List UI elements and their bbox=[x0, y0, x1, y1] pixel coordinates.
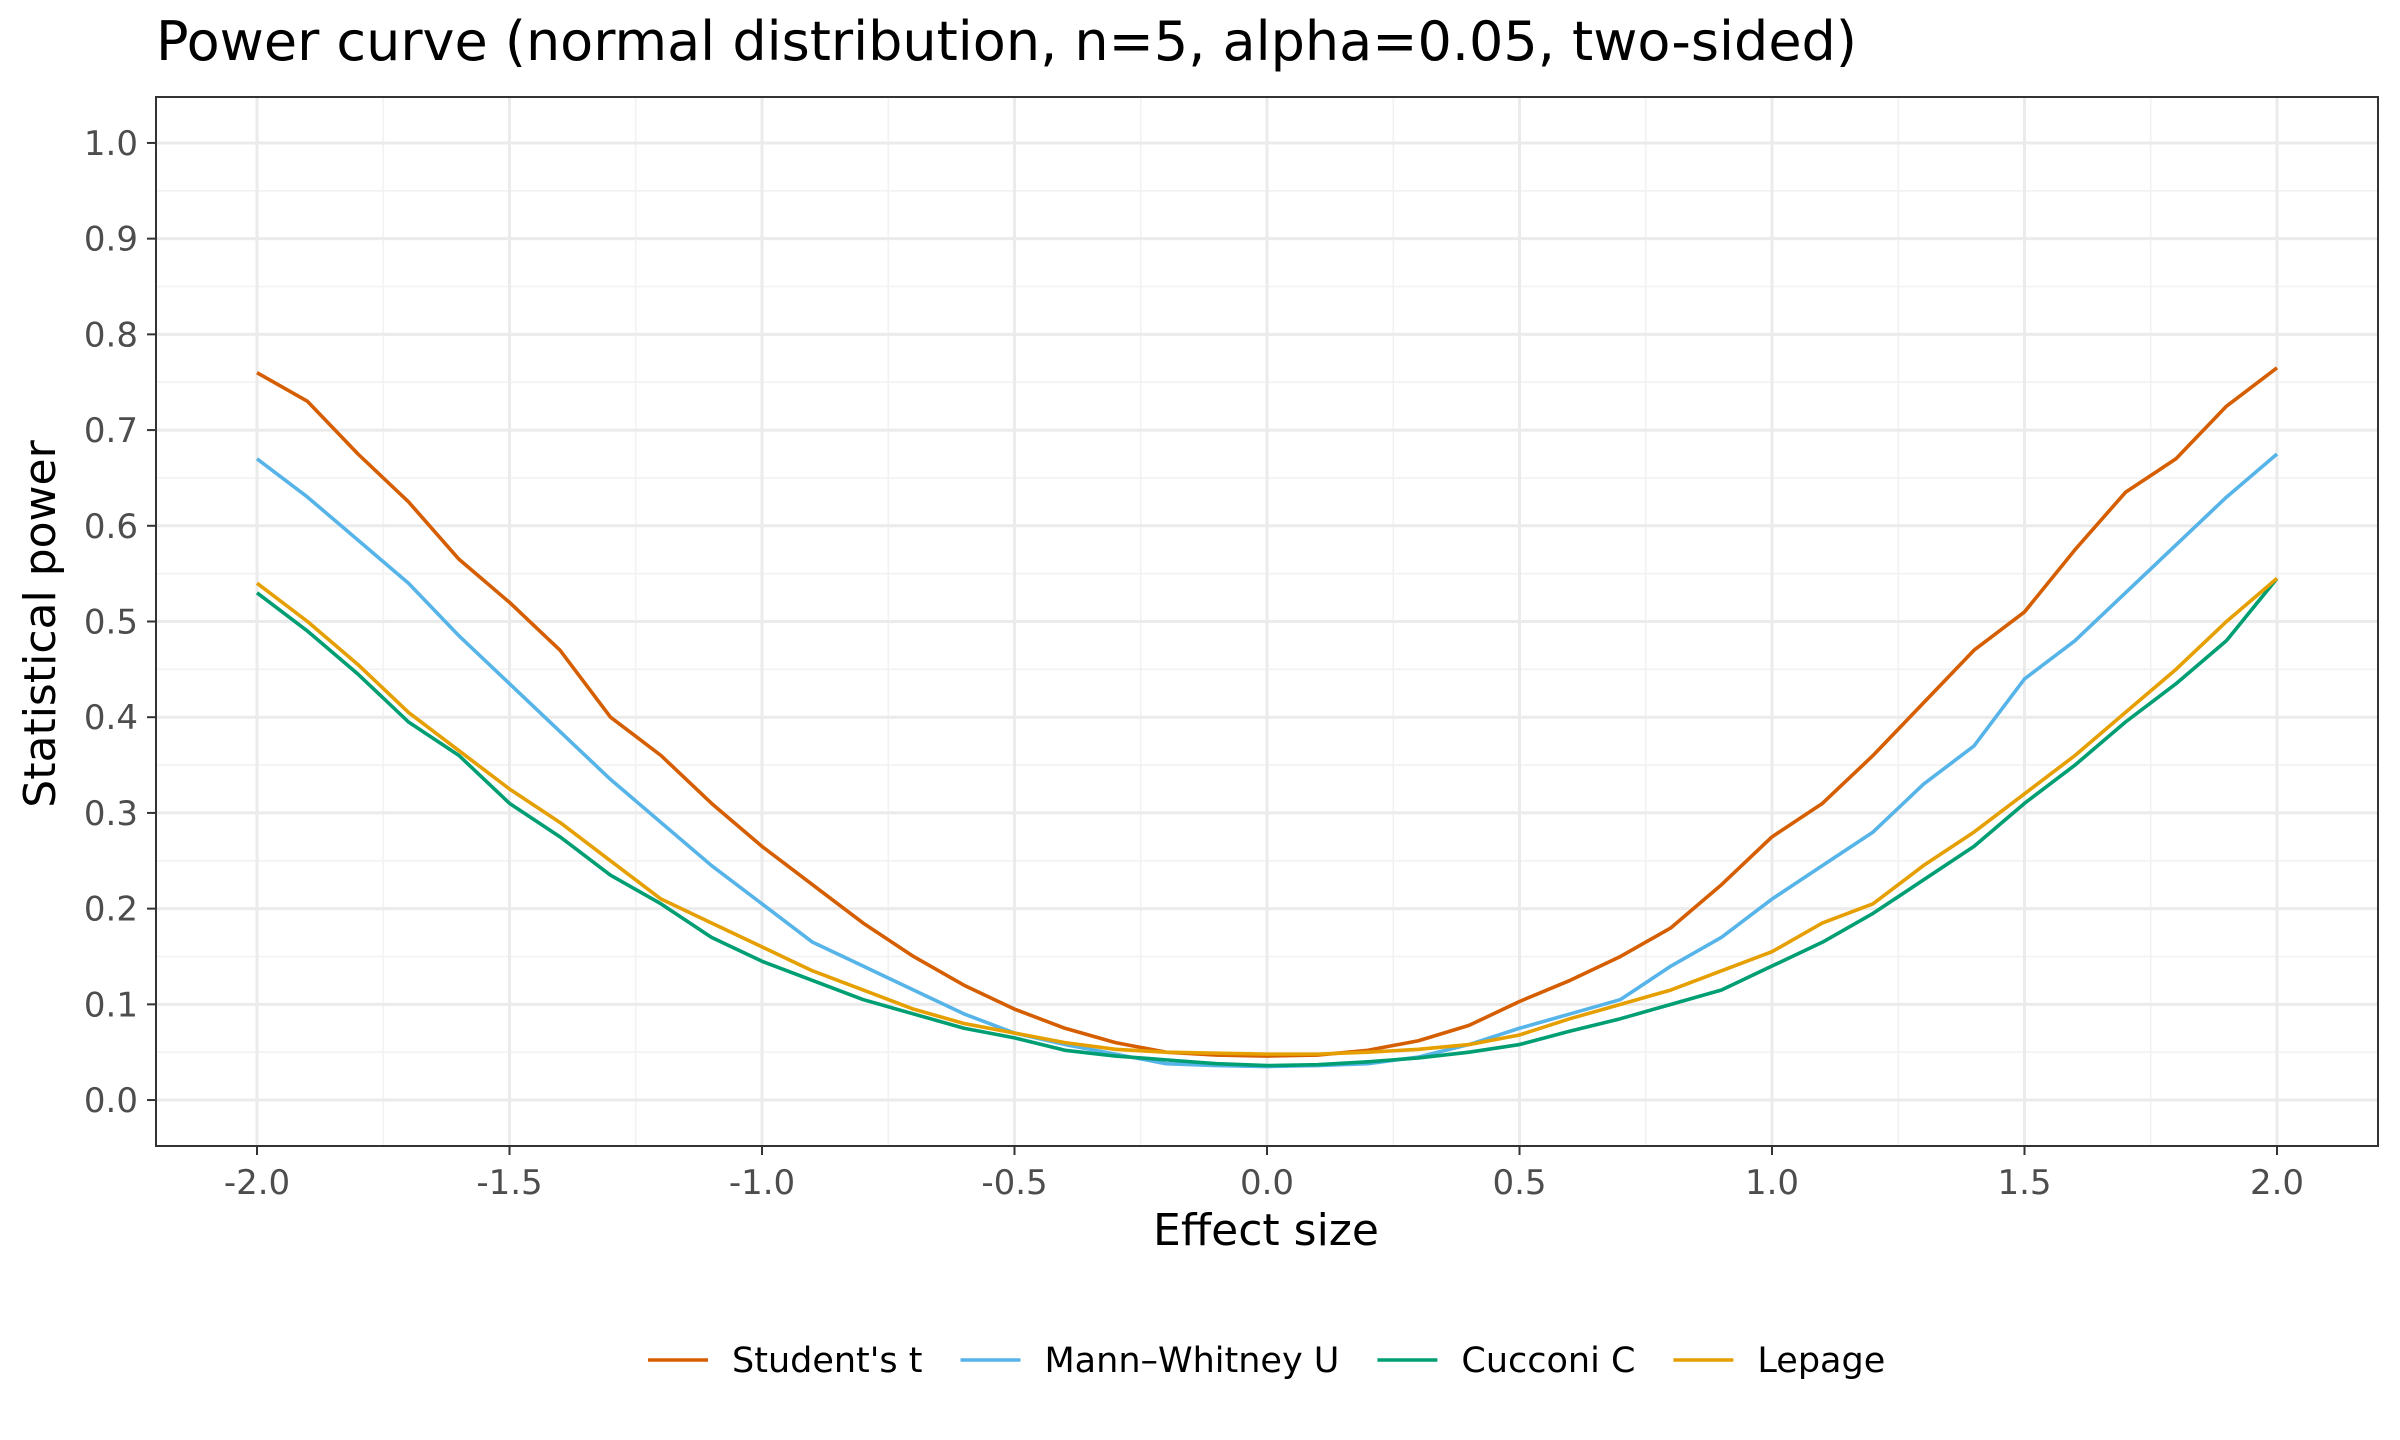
y-tick-label: 0.1 bbox=[84, 985, 138, 1025]
y-tick-label: 0.7 bbox=[84, 411, 138, 451]
y-tick-label: 0.0 bbox=[84, 1081, 138, 1121]
y-tick-label: 0.6 bbox=[84, 507, 138, 547]
y-axis: 0.0 0.1 0.2 0.3 0.4 0.5 0.6 0.7 0.8 0.9 1.0 bbox=[84, 124, 156, 1121]
y-axis-title: Statistical power bbox=[15, 439, 66, 807]
y-tick-label: 0.5 bbox=[84, 603, 138, 643]
y-tick-label: 0.2 bbox=[84, 890, 138, 930]
x-tick-label: -2.0 bbox=[224, 1163, 290, 1203]
y-tick-label: 1.0 bbox=[84, 124, 138, 164]
series-line bbox=[255, 577, 2279, 1068]
y-tick-label: 0.9 bbox=[84, 220, 138, 260]
x-tick-label: 0.0 bbox=[1240, 1163, 1294, 1203]
y-tick-label: 0.3 bbox=[84, 794, 138, 834]
x-tick-label: -0.5 bbox=[981, 1163, 1047, 1203]
y-tick-label: 0.8 bbox=[84, 315, 138, 355]
x-tick-label: 2.0 bbox=[2250, 1163, 2304, 1203]
legend-label: Mann–Whitney U bbox=[1044, 1341, 1339, 1381]
y-tick-label: 0.4 bbox=[84, 698, 138, 738]
x-tick-label: -1.0 bbox=[729, 1163, 795, 1203]
legend-label: Cucconi C bbox=[1461, 1341, 1635, 1381]
series-line bbox=[256, 366, 2279, 1058]
x-tick-label: -1.5 bbox=[476, 1163, 542, 1203]
legend-label: Student's t bbox=[732, 1341, 922, 1381]
grid-major-lines bbox=[156, 97, 2378, 1146]
series-line bbox=[255, 577, 2279, 1056]
legend-label: Lepage bbox=[1757, 1341, 1885, 1381]
x-axis-title: Effect size bbox=[1153, 1205, 1379, 1256]
x-tick-label: 1.5 bbox=[1997, 1163, 2051, 1203]
legend: Student's t Mann–Whitney U Cucconi C Lepage bbox=[648, 1341, 1885, 1381]
chart-title: Power curve (normal distribution, n=5, a… bbox=[156, 10, 1857, 73]
x-tick-label: 1.0 bbox=[1745, 1163, 1799, 1203]
series-lines bbox=[255, 366, 2279, 1069]
x-axis: -2.0 -1.5 -1.0 -0.5 0.0 0.5 1.0 1.5 2.0 bbox=[224, 1146, 2304, 1203]
x-tick-label: 0.5 bbox=[1492, 1163, 1546, 1203]
